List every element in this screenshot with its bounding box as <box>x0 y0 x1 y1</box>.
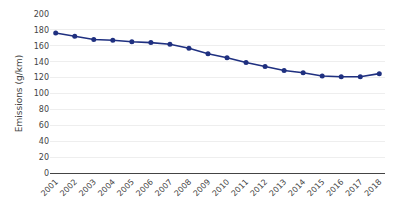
svg-text:2002: 2002 <box>58 177 79 198</box>
svg-text:2016: 2016 <box>325 177 346 198</box>
svg-text:2003: 2003 <box>77 177 98 198</box>
svg-text:2012: 2012 <box>249 177 270 198</box>
svg-text:2001: 2001 <box>39 177 60 198</box>
svg-text:2006: 2006 <box>134 177 155 198</box>
svg-text:0: 0 <box>44 169 49 178</box>
svg-text:180: 180 <box>34 26 49 35</box>
svg-text:2009: 2009 <box>191 177 212 198</box>
svg-text:Emissions (g/km): Emissions (g/km) <box>14 55 24 132</box>
svg-text:2004: 2004 <box>96 177 117 198</box>
svg-text:2007: 2007 <box>153 177 174 198</box>
svg-text:2011: 2011 <box>230 177 251 198</box>
svg-text:140: 140 <box>34 58 49 67</box>
svg-text:2010: 2010 <box>211 177 232 198</box>
svg-text:2005: 2005 <box>115 177 136 198</box>
svg-text:2013: 2013 <box>268 177 289 198</box>
svg-text:2017: 2017 <box>344 177 365 198</box>
svg-text:80: 80 <box>39 105 49 114</box>
svg-text:20: 20 <box>39 153 49 162</box>
svg-text:2008: 2008 <box>172 177 193 198</box>
svg-text:200: 200 <box>34 10 49 19</box>
svg-text:100: 100 <box>34 89 49 98</box>
svg-text:160: 160 <box>34 42 49 51</box>
svg-text:120: 120 <box>34 73 49 82</box>
svg-text:40: 40 <box>39 137 49 146</box>
svg-text:60: 60 <box>39 121 49 130</box>
svg-text:2015: 2015 <box>306 177 327 198</box>
svg-text:2018: 2018 <box>363 177 384 198</box>
svg-text:2014: 2014 <box>287 177 308 198</box>
